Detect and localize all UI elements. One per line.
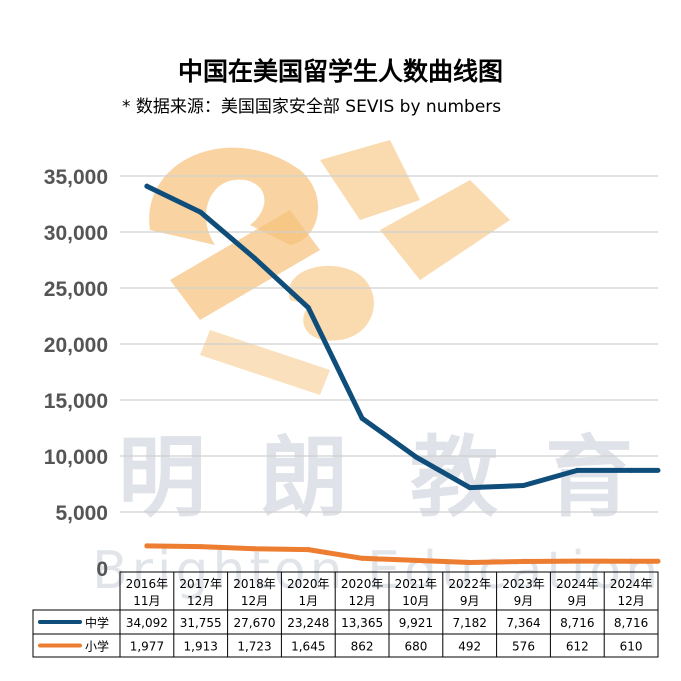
chart-subtitle: * 数据来源：美国国家安全部 SEVIS by numbers: [122, 97, 502, 117]
data-label: 31,755: [180, 616, 222, 630]
data-point: [252, 546, 257, 552]
data-point: [252, 255, 257, 261]
data-label: 680: [404, 640, 427, 654]
watermark-english: Brighton Education: [92, 541, 662, 601]
y-tick-label: 0: [96, 558, 108, 581]
x-tick-label: 12月: [617, 594, 644, 608]
data-point: [521, 483, 526, 489]
watermark-logo-band: [200, 330, 330, 395]
data-point: [144, 543, 150, 549]
data-label: 492: [458, 640, 481, 654]
data-label: 8,716: [560, 616, 594, 630]
x-tick-label: 2017年: [179, 577, 222, 591]
data-point: [467, 485, 473, 491]
y-axis-ticks: 0 5,000 10,000 15,000 20,000 25,000 30,000 35,0…: [44, 166, 108, 581]
data-label: 34,092: [126, 616, 168, 630]
watermark-logo-band: [380, 180, 510, 280]
data-label: 8,716: [614, 616, 648, 630]
data-point: [305, 547, 311, 553]
x-tick-label: 2020年: [287, 577, 330, 591]
data-point: [628, 467, 634, 473]
x-tick-label: 2022年: [448, 577, 491, 591]
x-tick-label: 2016年: [126, 577, 169, 591]
x-tick-label: 9月: [514, 594, 534, 608]
data-label: 610: [620, 640, 643, 654]
data-point: [305, 305, 311, 311]
legend-label: 中学: [85, 615, 109, 630]
y-tick-label: 20,000: [44, 334, 108, 357]
data-label: 1,977: [130, 640, 164, 654]
y-tick-label: 30,000: [44, 222, 108, 245]
x-tick-label: 2021年: [395, 577, 438, 591]
watermark-logo-band: [170, 210, 320, 320]
x-tick-label: 1月: [298, 594, 318, 608]
watermark-char: 朗: [260, 426, 348, 529]
watermark-logo-swirl: [288, 265, 374, 341]
grid-lines: [120, 175, 658, 513]
data-label: 1,913: [184, 640, 218, 654]
x-tick-label: 10月: [402, 594, 429, 608]
watermark-char: 明: [118, 426, 206, 529]
data-label: 862: [351, 640, 374, 654]
x-tick-label: 11月: [133, 594, 160, 608]
data-point: [144, 183, 150, 189]
data-label: 1,645: [291, 640, 325, 654]
x-tick-label: 9月: [567, 594, 587, 608]
data-point: [359, 555, 365, 561]
data-point: [198, 544, 204, 550]
x-tick-label: 2020年: [341, 577, 384, 591]
data-point: [574, 558, 580, 564]
watermark-logo-band: [320, 140, 420, 220]
x-tick-label: 2024年: [556, 577, 599, 591]
legend-label: 小学: [85, 639, 109, 654]
data-label: 576: [512, 640, 535, 654]
watermark: 明朗教育 Brighton Education: [92, 140, 662, 601]
x-tick-label: 2018年: [233, 577, 276, 591]
data-label: 7,182: [453, 616, 487, 630]
data-table: 2016年 11月 2017年 12月 2018年 12月 2020年 1月 2020年 12月 2…: [32, 571, 659, 658]
x-tick-label: 12月: [241, 594, 268, 608]
x-tick-label: 12月: [187, 594, 214, 608]
data-label: 7,364: [506, 616, 540, 630]
data-point: [467, 559, 473, 565]
data-label: 27,670: [234, 616, 276, 630]
data-label: 13,365: [341, 616, 383, 630]
x-tick-label: 12月: [348, 594, 375, 608]
watermark-logo: [149, 140, 510, 395]
chart-title: 中国在美国留学生人数曲线图: [177, 57, 503, 86]
y-tick-label: 25,000: [44, 278, 108, 301]
x-tick-label: 2024年: [610, 577, 653, 591]
data-label: 612: [566, 640, 589, 654]
data-point: [628, 558, 634, 564]
x-tick-label: 2023年: [502, 577, 545, 591]
data-label: 1,723: [237, 640, 271, 654]
data-point: [521, 559, 526, 565]
y-tick-label: 5,000: [55, 502, 108, 525]
data-label: 23,248: [287, 616, 329, 630]
data-point: [359, 415, 365, 421]
data-point: [413, 557, 419, 563]
y-tick-label: 10,000: [44, 446, 108, 469]
watermark-english-text: Brighton Education: [92, 541, 662, 601]
data-point: [198, 209, 204, 215]
series-lines: [144, 183, 661, 565]
data-point: [413, 454, 419, 460]
data-label: 9,921: [399, 616, 433, 630]
x-tick-label: 9月: [460, 594, 480, 608]
y-tick-label: 15,000: [44, 390, 108, 413]
data-point: [574, 467, 580, 473]
y-tick-label: 35,000: [44, 166, 108, 189]
